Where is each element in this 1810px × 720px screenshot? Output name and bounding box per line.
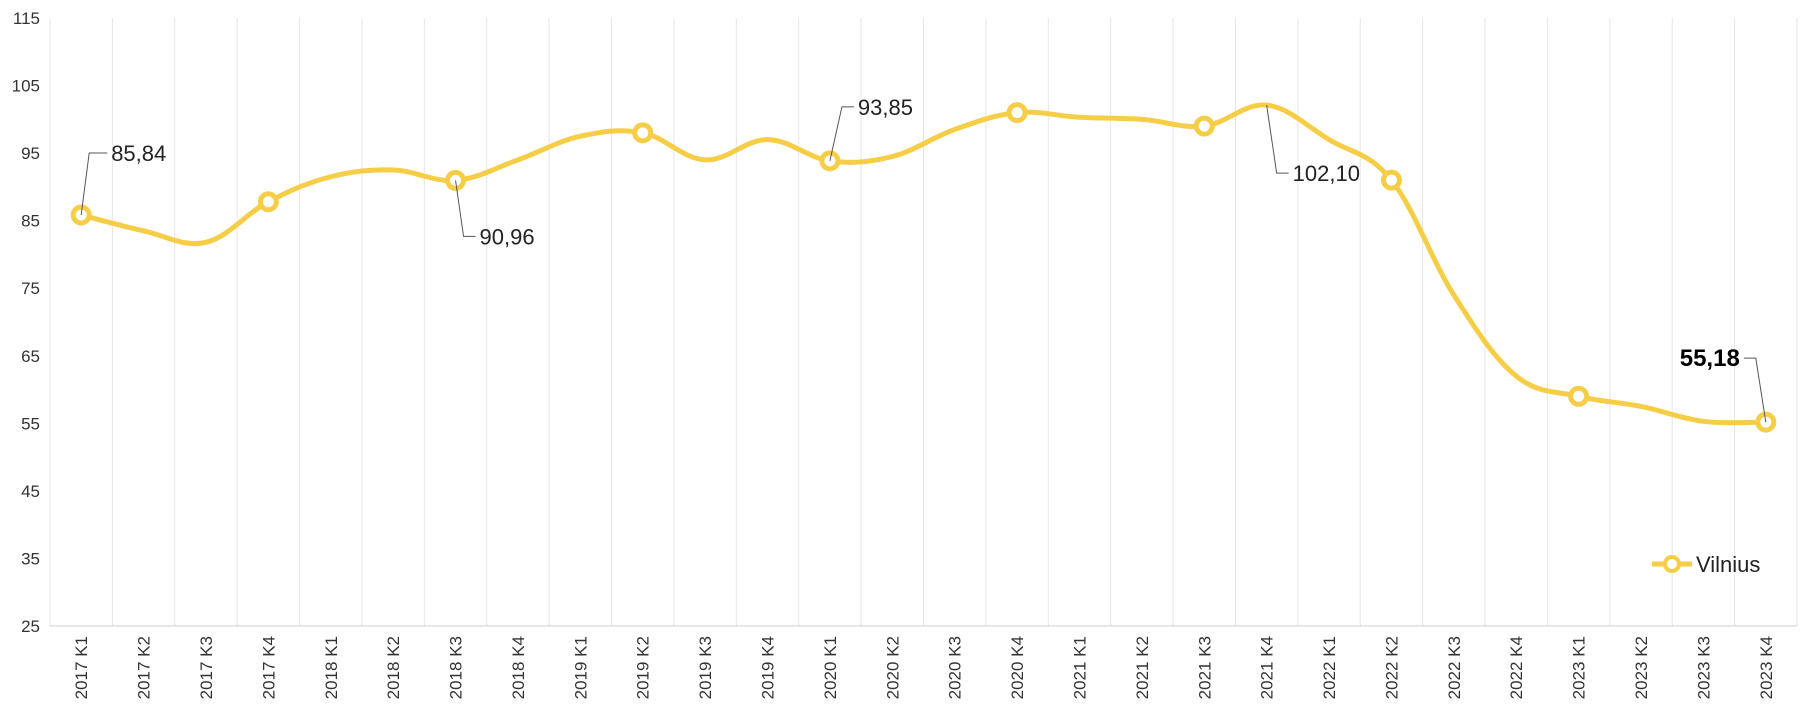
y-tick-label: 55 [21,414,40,433]
y-tick-label: 85 [21,212,40,231]
data-label-leader [80,152,108,216]
x-tick-label: 2021 K1 [1070,636,1089,699]
series-markers [70,102,1777,433]
data-label: 90,96 [480,224,535,249]
y-tick-label: 35 [21,549,40,568]
x-tick-label: 2020 K3 [946,636,965,699]
x-axis-ticks: 2017 K1 2017 K2 2017 K3 2017 K4 2018 K1 2018 … [72,636,1776,699]
x-tick-label: 2018 K4 [509,636,528,699]
x-tick-label: 2018 K2 [384,636,403,699]
legend-marker [1663,555,1681,573]
x-tick-label: 2021 K4 [1258,636,1277,699]
x-tick-label: 2017 K3 [197,636,216,699]
x-tick-label: 2023 K2 [1632,636,1651,699]
y-tick-label: 25 [21,617,40,636]
data-point-marker [632,122,654,144]
x-tick-label: 2019 K1 [571,636,590,699]
x-tick-label: 2022 K2 [1382,636,1401,699]
data-point-marker [1006,102,1028,124]
x-tick-label: 2023 K1 [1570,636,1589,699]
x-tick-label: 2023 K4 [1757,636,1776,699]
data-label-leader [455,180,476,237]
data-label-leader [1743,357,1767,423]
y-tick-label: 75 [21,279,40,298]
x-tick-label: 2018 K3 [447,636,466,699]
x-tick-label: 2017 K2 [135,636,154,699]
series-line-vilnius [78,102,1769,426]
x-tick-label: 2020 K1 [821,636,840,699]
data-label-leader [829,106,854,161]
x-tick-label: 2017 K4 [259,636,278,699]
x-tick-label: 2020 K2 [883,636,902,699]
y-tick-label: 95 [21,144,40,163]
data-label: 85,84 [111,141,166,166]
y-tick-label: 65 [21,347,40,366]
data-label: 55,18 [1680,345,1740,372]
x-tick-label: 2019 K3 [696,636,715,699]
x-tick-label: 2021 K3 [1195,636,1214,699]
data-label-leader [1266,105,1289,174]
y-tick-label: 45 [21,482,40,501]
data-point-marker [257,191,279,213]
data-label: 93,85 [858,95,913,120]
legend-label-vilnius: Vilnius [1696,552,1760,577]
data-point-marker [1568,385,1590,407]
x-tick-label: 2021 K2 [1133,636,1152,699]
x-tick-label: 2020 K4 [1008,636,1027,699]
y-tick-label: 105 [12,77,40,96]
data-labels: 85,84 90,96 93,85 102,10 55,18 [80,95,1767,423]
x-tick-label: 2019 K2 [634,636,653,699]
x-tick-label: 2017 K1 [72,636,91,699]
data-point-marker [1193,115,1215,137]
x-tick-label: 2022 K4 [1507,636,1526,699]
vertical-gridlines [49,18,1798,626]
x-tick-label: 2023 K3 [1694,636,1713,699]
y-axis-ticks: 25 35 45 55 65 75 85 95 105 115 [12,9,40,636]
x-tick-label: 2019 K4 [759,636,778,699]
y-tick-label: 115 [13,9,40,28]
x-tick-label: 2018 K1 [322,636,341,699]
data-point-marker [1380,169,1402,191]
data-label: 102,10 [1293,161,1360,186]
x-tick-label: 2022 K3 [1445,636,1464,699]
x-tick-label: 2022 K1 [1320,636,1339,699]
legend: Vilnius [1652,552,1760,577]
